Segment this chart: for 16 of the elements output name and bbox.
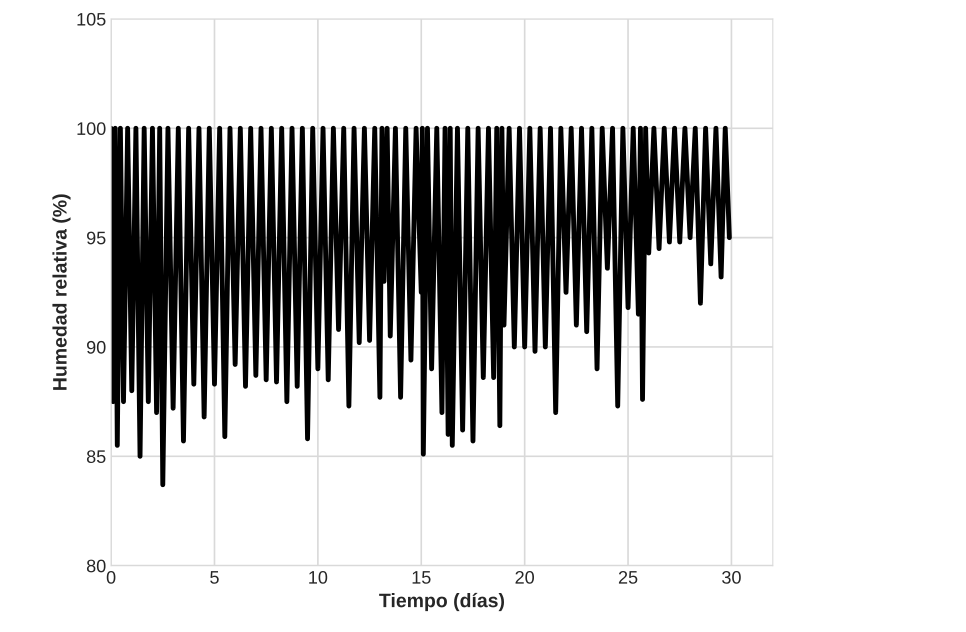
x-tick-label: 0 bbox=[106, 570, 116, 584]
y-tick-label: 80 bbox=[86, 560, 106, 572]
x-tick-label: 15 bbox=[412, 571, 431, 584]
y-tick-label: 95 bbox=[86, 232, 106, 244]
y-tick-label: 100 bbox=[77, 122, 106, 136]
x-tick-label: 25 bbox=[618, 570, 638, 584]
y-tick-label: 90 bbox=[86, 340, 106, 354]
y-tick-label: 85 bbox=[86, 450, 106, 464]
y-axis-title: Humedad relativa (%) bbox=[52, 194, 71, 390]
y-tick-label: 105 bbox=[77, 12, 106, 26]
x-tick-label: 20 bbox=[516, 570, 534, 584]
x-tick-label: 5 bbox=[210, 571, 219, 584]
x-tick-label: 30 bbox=[722, 570, 741, 584]
line-series bbox=[111, 126, 732, 488]
x-tick-label: 10 bbox=[309, 570, 328, 584]
x-axis-title: Tiempo (días) bbox=[379, 592, 504, 612]
